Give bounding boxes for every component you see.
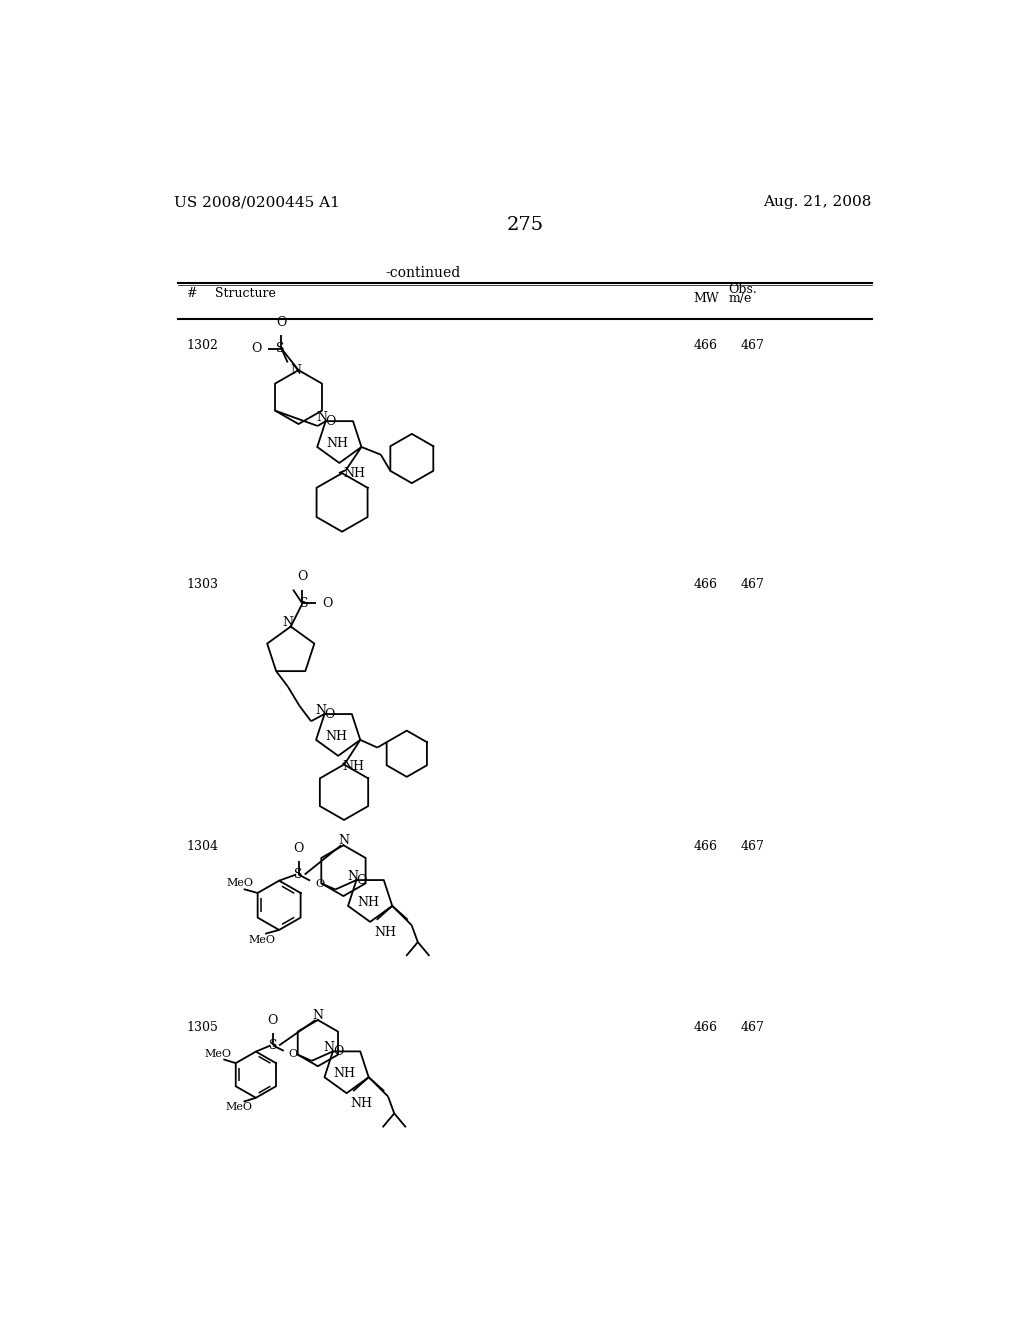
Text: O: O — [276, 315, 287, 329]
Text: 1303: 1303 — [186, 578, 218, 591]
Text: O: O — [323, 597, 333, 610]
Text: N: N — [347, 870, 358, 883]
Text: O: O — [333, 1045, 343, 1057]
Text: NH: NH — [326, 730, 347, 743]
Text: 467: 467 — [740, 339, 764, 352]
Text: 466: 466 — [693, 578, 718, 591]
Text: N: N — [312, 1008, 324, 1022]
Text: NH: NH — [343, 467, 366, 479]
Text: MeO: MeO — [226, 878, 254, 888]
Text: 467: 467 — [740, 1020, 764, 1034]
Text: S: S — [294, 869, 303, 880]
Text: 1304: 1304 — [186, 840, 218, 853]
Text: NH: NH — [374, 925, 396, 939]
Text: NH: NH — [334, 1067, 355, 1080]
Text: -continued: -continued — [385, 267, 460, 280]
Text: 1302: 1302 — [186, 339, 218, 352]
Text: O: O — [325, 708, 335, 721]
Text: N: N — [324, 1041, 335, 1055]
Text: S: S — [275, 342, 284, 355]
Text: NH: NH — [350, 1097, 373, 1110]
Text: S: S — [300, 597, 309, 610]
Text: Obs.: Obs. — [729, 282, 758, 296]
Text: O: O — [356, 874, 367, 887]
Text: MeO: MeO — [248, 935, 275, 945]
Text: Aug. 21, 2008: Aug. 21, 2008 — [764, 195, 871, 210]
Text: Structure: Structure — [215, 286, 275, 300]
Text: US 2008/0200445 A1: US 2008/0200445 A1 — [174, 195, 340, 210]
Text: NH: NH — [342, 760, 365, 772]
Text: O: O — [326, 414, 336, 428]
Text: 467: 467 — [740, 840, 764, 853]
Text: NH: NH — [327, 437, 348, 450]
Text: MW: MW — [693, 292, 720, 305]
Text: O: O — [251, 342, 261, 355]
Text: MeO: MeO — [205, 1048, 231, 1059]
Text: NH: NH — [357, 895, 379, 908]
Text: N: N — [290, 363, 301, 376]
Text: 467: 467 — [740, 578, 764, 591]
Text: O: O — [315, 879, 325, 888]
Text: N: N — [338, 834, 349, 847]
Text: N: N — [316, 411, 328, 424]
Text: 1305: 1305 — [186, 1020, 218, 1034]
Text: O: O — [293, 842, 304, 855]
Text: 466: 466 — [693, 1020, 718, 1034]
Text: O: O — [289, 1049, 298, 1059]
Text: O: O — [297, 570, 307, 583]
Text: N: N — [315, 704, 326, 717]
Text: S: S — [268, 1039, 278, 1052]
Text: m/e: m/e — [729, 292, 752, 305]
Text: 275: 275 — [506, 216, 544, 234]
Text: #: # — [186, 286, 197, 300]
Text: MeO: MeO — [225, 1102, 252, 1113]
Text: O: O — [267, 1014, 279, 1027]
Text: 466: 466 — [693, 840, 718, 853]
Text: 466: 466 — [693, 339, 718, 352]
Text: N: N — [283, 616, 293, 630]
